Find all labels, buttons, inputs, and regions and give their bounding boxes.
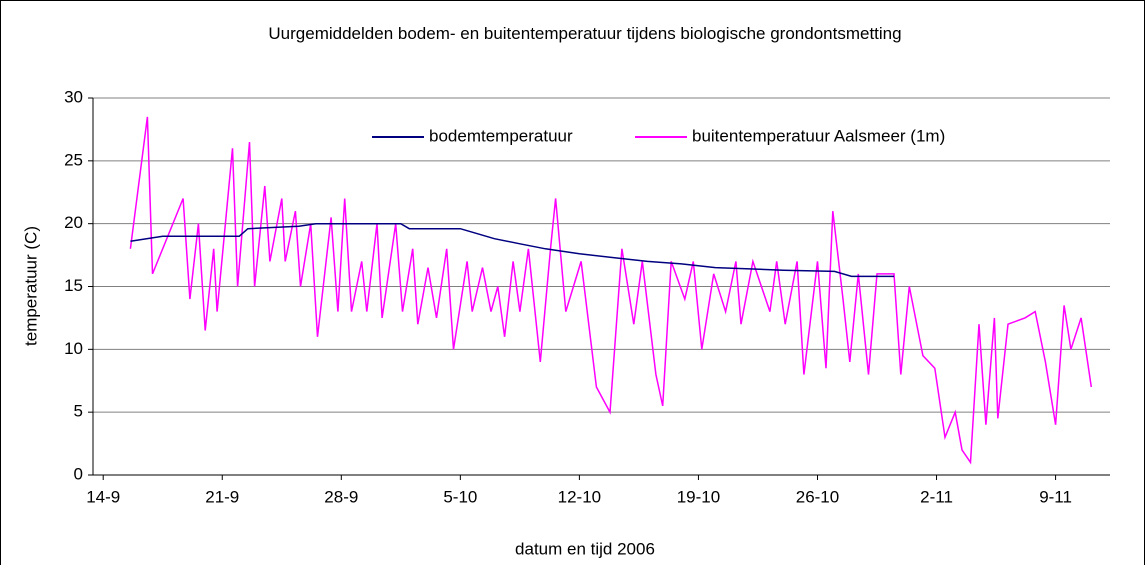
x-axis-label: datum en tijd 2006 (515, 539, 655, 558)
x-tick-label: 28-9 (324, 487, 358, 506)
x-tick-label: 19-10 (677, 487, 720, 506)
x-tick-label: 12-10 (558, 487, 601, 506)
y-tick-label: 25 (64, 150, 83, 169)
legend-label: buitentemperatuur Aalsmeer (1m) (692, 126, 945, 145)
y-tick-label: 20 (64, 213, 83, 232)
x-tick-label: 2-11 (920, 487, 953, 506)
y-tick-label: 30 (64, 87, 83, 106)
legend-label: bodemtemperatuur (429, 126, 573, 145)
y-tick-label: 10 (64, 339, 83, 358)
y-tick-label: 5 (74, 402, 83, 421)
series-line (130, 222, 894, 278)
x-tick-label: 26-10 (796, 487, 839, 506)
x-tick-label: 5-10 (443, 487, 477, 506)
series-line (129, 116, 1093, 465)
x-tick-label: 14-9 (86, 487, 120, 506)
y-tick-label: 15 (64, 276, 83, 295)
y-axis-label: temperatuur (C) (21, 226, 40, 346)
y-tick-label: 0 (74, 464, 83, 483)
x-tick-label: 21-9 (205, 487, 239, 506)
x-tick-label: 9-11 (1039, 487, 1072, 506)
chart-title: Uurgemiddelden bodem- en buitentemperatu… (268, 24, 902, 43)
